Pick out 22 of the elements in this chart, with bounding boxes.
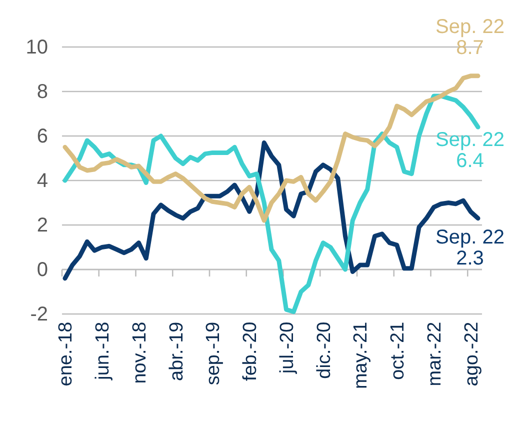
y-tick-label: 8 [36, 80, 48, 103]
y-tick-label: 2 [36, 214, 48, 236]
annotation: Sep. 22 2.3 [436, 226, 504, 270]
x-tick-label: ene.-18 [56, 322, 77, 386]
x-tick-label: feb.-20 [240, 322, 262, 381]
annotation: Sep. 22 8.7 [436, 16, 504, 60]
y-tick-label: 10 [26, 36, 48, 58]
annotation: Sep. 22 6.4 [436, 128, 504, 172]
y-tick-label: 4 [36, 170, 48, 192]
x-tick-label: ago.-22 [461, 322, 482, 386]
x-tick-label: abr.-19 [166, 322, 188, 381]
x-tick-label: mar.-22 [424, 322, 446, 386]
x-tick-label: dic.-20 [314, 322, 335, 379]
x-tick-label: jul.-20 [276, 322, 298, 375]
x-tick-label: jun.-18 [92, 322, 114, 381]
x-tick-label: oct.-21 [388, 322, 409, 380]
x-tick-label: may.-21 [350, 322, 372, 390]
y-tick-label: 0 [36, 258, 48, 281]
x-tick-label: sep.-19 [203, 322, 224, 386]
x-tick-label: nov.-18 [129, 322, 150, 384]
y-tick-label: 6 [36, 125, 48, 148]
y-tick-label: -2 [30, 303, 48, 326]
